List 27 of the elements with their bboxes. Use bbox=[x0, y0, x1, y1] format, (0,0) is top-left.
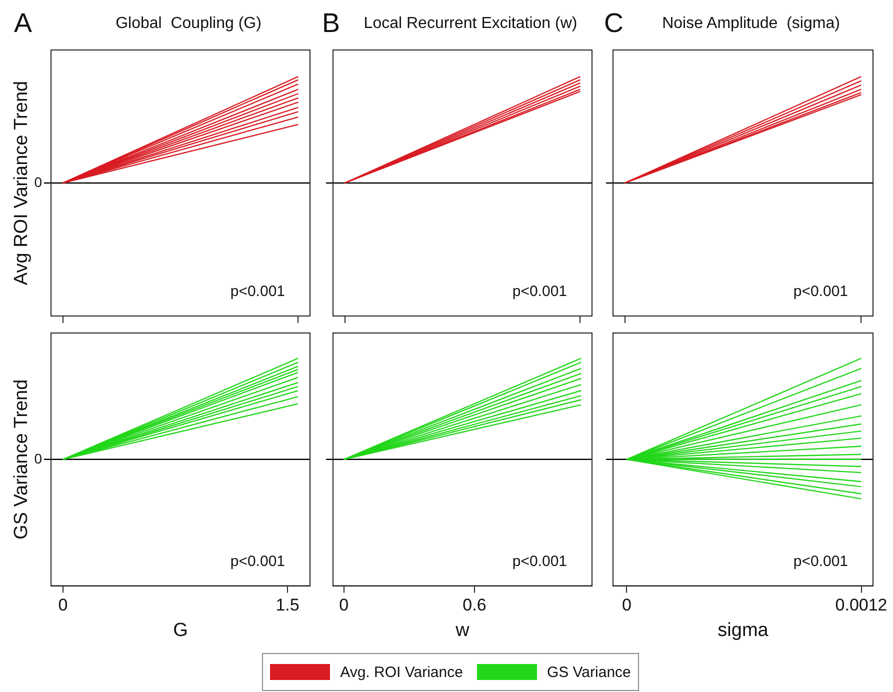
x-tick-label: 0.6 bbox=[462, 596, 486, 615]
text: p<0.001 bbox=[793, 283, 848, 300]
text: B bbox=[322, 8, 340, 38]
ref-line-label: 0 bbox=[34, 174, 42, 190]
text: p<0.001 bbox=[512, 283, 567, 300]
text: p<0.001 bbox=[512, 552, 567, 570]
chart-title: Global Coupling (G) bbox=[116, 15, 262, 32]
x-tick-label: 0 bbox=[339, 596, 349, 615]
x-axis-title: w bbox=[454, 620, 470, 641]
text: C bbox=[604, 8, 624, 38]
x-tick-label: 1.5 bbox=[276, 596, 300, 615]
x-tick-label: 0 bbox=[58, 596, 68, 615]
ref-line-label: 0 bbox=[34, 450, 42, 466]
y-axis-title: Avg ROI Variance Trend bbox=[11, 80, 32, 286]
x-tick-label: 0.0012 bbox=[835, 596, 888, 615]
chart-title: Local Recurrent Excitation (w) bbox=[364, 15, 578, 32]
legend-label: GS Variance bbox=[546, 664, 631, 680]
x-tick-label: 0 bbox=[622, 596, 632, 615]
text: p<0.001 bbox=[793, 552, 848, 570]
text: p<0.001 bbox=[230, 283, 285, 300]
legend-label: Avg. ROI Variance bbox=[340, 664, 463, 680]
x-axis-title: sigma bbox=[718, 620, 769, 641]
text: p<0.001 bbox=[230, 552, 285, 570]
y-axis-title: GS Variance Trend bbox=[11, 379, 32, 540]
text: A bbox=[14, 8, 32, 38]
x-axis-title: G bbox=[173, 620, 188, 641]
chart-title: Noise Amplitude (sigma) bbox=[662, 15, 840, 32]
